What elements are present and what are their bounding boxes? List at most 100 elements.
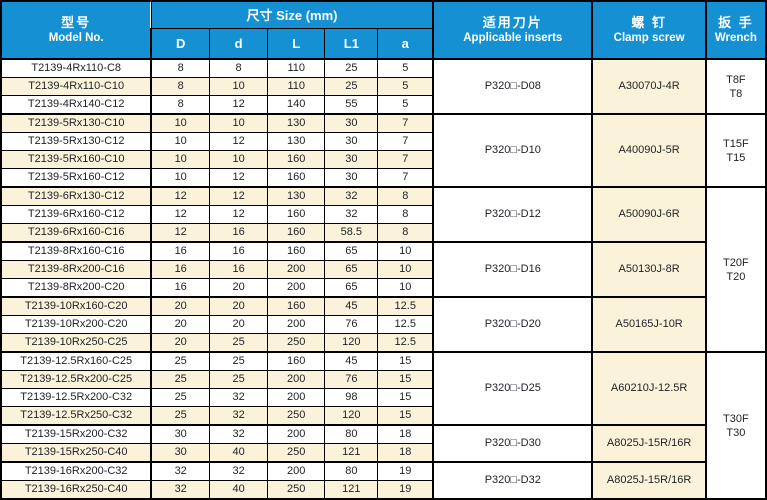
- table-row: T2139-5Rx130-C10 10 10 130 30 7 P320□-D10 A4009…: [0, 113, 767, 188]
- size-value-cell: 10: [150, 113, 211, 133]
- size-value-cell: 25: [209, 370, 269, 389]
- size-value-cell: 58.5: [324, 223, 379, 243]
- model-cell: T2139-6Rx160-C12: [0, 205, 152, 224]
- size-value-cell: 5: [377, 95, 434, 115]
- header-inserts-zh: 适用刀片: [482, 15, 543, 30]
- size-value-cell: 160: [267, 351, 326, 371]
- size-value-cell: 16: [209, 241, 269, 261]
- size-value-cell: 10: [209, 150, 269, 169]
- size-value-cell: 20: [209, 278, 269, 298]
- size-value-cell: 80: [324, 461, 379, 481]
- size-value-cell: 130: [267, 113, 326, 133]
- clamp-screw-cell: A60210J-12.5R: [591, 351, 707, 426]
- size-value-cell: 130: [267, 186, 326, 206]
- size-value-cell: 12: [209, 205, 269, 224]
- header-screw-en: Clamp screw: [613, 32, 685, 44]
- header-col-D: D: [150, 27, 211, 60]
- size-value-cell: 8: [209, 58, 269, 78]
- applicable-insert-cell: P320□-D32: [432, 461, 593, 500]
- size-value-cell: 20: [150, 315, 211, 334]
- size-value-cell: 30: [324, 113, 379, 133]
- header-col-d: d: [209, 27, 269, 60]
- header-wrench: 扳 手 Wrench: [704, 0, 767, 60]
- size-value-cell: 160: [267, 223, 326, 243]
- header-model-en: Model No.: [48, 32, 104, 44]
- size-value-cell: 12.5: [377, 333, 434, 353]
- header-col-L: L: [267, 27, 326, 60]
- model-cell: T2139-8Rx200-C16: [0, 260, 152, 279]
- size-value-cell: 12: [150, 223, 211, 243]
- model-cell: T2139-12.5Rx160-C25: [0, 351, 152, 371]
- size-value-cell: 25: [324, 77, 379, 96]
- model-cell: T2139-6Rx130-C12: [0, 186, 152, 206]
- size-value-cell: 10: [150, 132, 211, 151]
- size-value-cell: 8: [377, 205, 434, 224]
- wrench-cell: T30F T30: [704, 351, 767, 500]
- size-value-cell: 7: [377, 168, 434, 188]
- size-value-cell: 65: [324, 260, 379, 279]
- size-value-cell: 16: [209, 260, 269, 279]
- size-value-cell: 8: [377, 223, 434, 243]
- size-value-cell: 110: [267, 77, 326, 96]
- size-value-cell: 16: [209, 223, 269, 243]
- size-value-cell: 40: [209, 443, 269, 463]
- size-value-cell: 160: [267, 296, 326, 316]
- size-value-cell: 12: [150, 186, 211, 206]
- model-cell: T2139-5Rx160-C12: [0, 168, 152, 188]
- model-cell: T2139-8Rx160-C16: [0, 241, 152, 261]
- size-value-cell: 20: [209, 296, 269, 316]
- table-row: T2139-6Rx130-C12 12 12 130 32 8 P320□-D12 A5009…: [0, 186, 767, 353]
- model-cell: T2139-6Rx160-C16: [0, 223, 152, 243]
- size-value-cell: 20: [209, 315, 269, 334]
- size-value-cell: 12.5: [377, 296, 434, 316]
- size-value-cell: 32: [209, 424, 269, 444]
- table-row: T2139-15Rx250-C40 30 40 250 121 18: [0, 443, 766, 463]
- size-value-cell: 10: [209, 77, 269, 96]
- clamp-screw-cell: A50090J-6R: [591, 186, 707, 243]
- size-value-cell: 30: [324, 150, 379, 169]
- header-col-a: a: [377, 27, 434, 60]
- size-value-cell: 65: [324, 241, 379, 261]
- wrench-line: T20: [726, 270, 746, 283]
- size-value-cell: 7: [377, 132, 434, 151]
- table-row: T2139-8Rx200-C20 16 20 200 65 10: [0, 278, 766, 298]
- model-cell: T2139-10Rx250-C25: [0, 333, 152, 353]
- size-value-cell: 80: [324, 424, 379, 444]
- size-value-cell: 160: [267, 241, 326, 261]
- size-value-cell: 65: [324, 278, 379, 298]
- size-value-cell: 30: [324, 168, 379, 188]
- wrench-line: T15: [726, 151, 746, 164]
- clamp-screw-cell: A50130J-8R: [591, 241, 707, 298]
- size-value-cell: 15: [377, 406, 434, 426]
- size-value-cell: 200: [267, 388, 326, 407]
- clamp-screw-cell: A40090J-5R: [591, 113, 707, 188]
- table-row: T2139-5Rx160-C12 10 12 160 30 7: [0, 168, 766, 188]
- header-wrench-en: Wrench: [714, 32, 757, 44]
- size-value-cell: 25: [150, 351, 211, 371]
- size-value-cell: 5: [377, 58, 434, 78]
- header-screw-zh: 螺 钉: [631, 15, 667, 30]
- table-header: 型号 Model No. 尺寸 Size (mm) 适用刀片 Applicabl…: [0, 0, 767, 60]
- model-cell: T2139-4Rx110-C10: [0, 77, 152, 96]
- size-value-cell: 20: [150, 296, 211, 316]
- size-value-cell: 8: [150, 77, 211, 96]
- size-value-cell: 8: [377, 186, 434, 206]
- size-value-cell: 200: [267, 424, 326, 444]
- size-value-cell: 12: [209, 95, 269, 115]
- size-value-cell: 32: [324, 186, 379, 206]
- clamp-screw-cell: A30070J-4R: [591, 58, 707, 115]
- size-value-cell: 55: [324, 95, 379, 115]
- size-value-cell: 7: [377, 113, 434, 133]
- header-size-group: 尺寸 Size (mm): [150, 0, 434, 29]
- model-cell: T2139-8Rx200-C20: [0, 278, 152, 298]
- size-value-cell: 32: [324, 205, 379, 224]
- size-value-cell: 8: [150, 95, 211, 115]
- wrench-line: T8F: [726, 73, 746, 86]
- model-cell: T2139-4Rx140-C12: [0, 95, 152, 115]
- size-value-cell: 32: [209, 406, 269, 426]
- size-value-cell: 10: [209, 113, 269, 133]
- table-row: T2139-12.5Rx200-C32 25 32 200 98 15: [0, 388, 766, 407]
- size-value-cell: 200: [267, 370, 326, 389]
- wrench-line: T20F: [723, 256, 749, 269]
